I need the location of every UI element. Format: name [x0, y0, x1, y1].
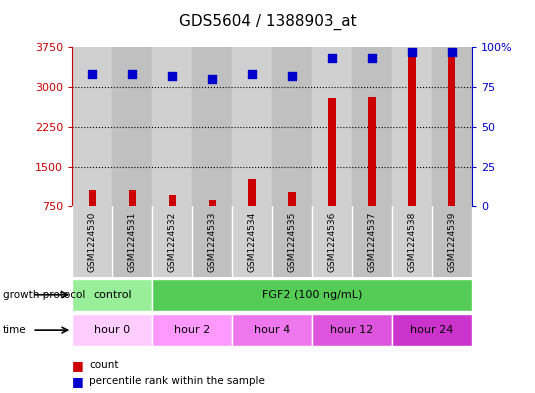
Text: GSM1224537: GSM1224537: [368, 211, 377, 272]
Bar: [448, 49, 455, 206]
Bar: [192, 47, 232, 206]
Text: GSM1224533: GSM1224533: [208, 211, 217, 272]
Point: [448, 49, 456, 55]
Text: ■: ■: [72, 375, 84, 388]
Bar: [152, 314, 232, 346]
Bar: [328, 97, 335, 206]
Bar: [352, 47, 392, 206]
Text: count: count: [89, 360, 119, 371]
Text: percentile rank within the sample: percentile rank within the sample: [89, 376, 265, 386]
Text: GSM1224539: GSM1224539: [447, 211, 456, 272]
Bar: [192, 206, 232, 277]
Bar: [209, 200, 216, 206]
Bar: [369, 97, 376, 206]
Text: FGF2 (100 ng/mL): FGF2 (100 ng/mL): [262, 290, 362, 300]
Bar: [408, 49, 416, 206]
Point: [208, 76, 216, 82]
Bar: [288, 192, 296, 206]
Bar: [248, 179, 256, 206]
Text: hour 2: hour 2: [174, 325, 210, 335]
Text: GSM1224535: GSM1224535: [287, 211, 296, 272]
Bar: [352, 206, 392, 277]
Point: [128, 71, 136, 77]
Text: GSM1224530: GSM1224530: [88, 211, 97, 272]
Text: growth protocol: growth protocol: [3, 290, 85, 300]
Bar: [72, 206, 112, 277]
Text: hour 24: hour 24: [410, 325, 454, 335]
Bar: [312, 206, 352, 277]
Bar: [128, 190, 136, 206]
Text: GSM1224532: GSM1224532: [167, 211, 177, 272]
Bar: [112, 206, 152, 277]
Bar: [432, 206, 472, 277]
Text: GSM1224538: GSM1224538: [408, 211, 416, 272]
Bar: [392, 206, 432, 277]
Bar: [72, 47, 112, 206]
Bar: [72, 314, 152, 346]
Point: [368, 55, 376, 61]
Bar: [432, 47, 472, 206]
Point: [288, 73, 296, 79]
Text: GSM1224536: GSM1224536: [327, 211, 337, 272]
Text: GSM1224531: GSM1224531: [128, 211, 136, 272]
Text: hour 12: hour 12: [330, 325, 373, 335]
Text: GSM1224534: GSM1224534: [248, 211, 257, 272]
Bar: [152, 206, 192, 277]
Bar: [272, 47, 312, 206]
Text: GDS5604 / 1388903_at: GDS5604 / 1388903_at: [179, 14, 356, 30]
Bar: [232, 314, 312, 346]
Point: [328, 55, 337, 61]
Point: [408, 49, 416, 55]
Text: ■: ■: [72, 359, 84, 372]
Bar: [272, 206, 312, 277]
Text: hour 4: hour 4: [254, 325, 290, 335]
Bar: [312, 47, 352, 206]
Bar: [72, 279, 152, 310]
Text: time: time: [3, 325, 26, 335]
Bar: [392, 47, 432, 206]
Point: [88, 71, 96, 77]
Bar: [312, 314, 392, 346]
Point: [248, 71, 256, 77]
Point: [168, 73, 177, 79]
Bar: [232, 206, 272, 277]
Bar: [152, 47, 192, 206]
Bar: [112, 47, 152, 206]
Text: hour 0: hour 0: [94, 325, 130, 335]
Bar: [392, 314, 472, 346]
Text: control: control: [93, 290, 132, 300]
Bar: [89, 190, 96, 206]
Bar: [169, 195, 175, 206]
Bar: [152, 279, 472, 310]
Bar: [232, 47, 272, 206]
